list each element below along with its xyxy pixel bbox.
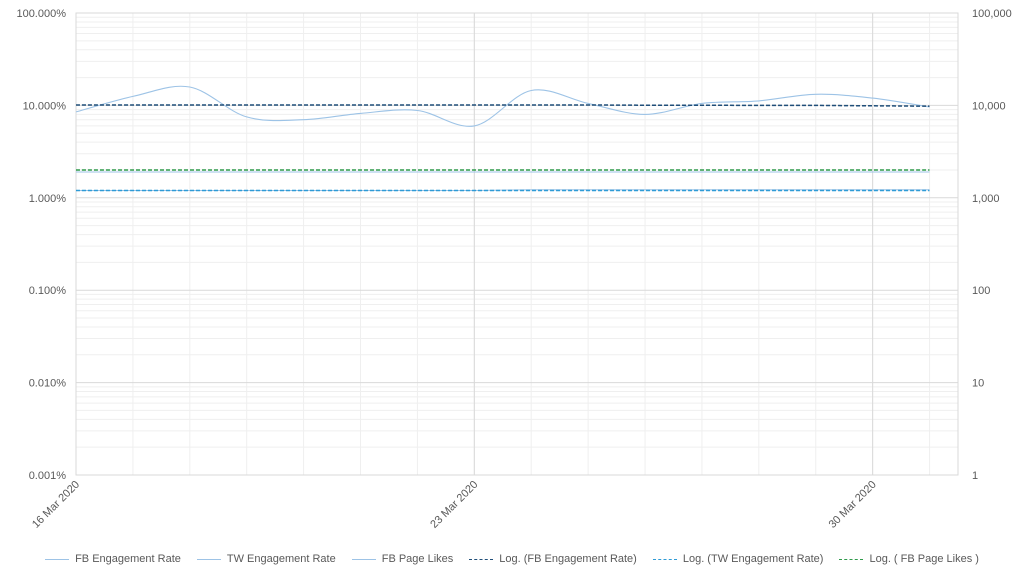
legend-label: TW Engagement Rate (226, 553, 336, 565)
right-tick-label: 1,000 (972, 193, 1000, 205)
left-axis: 100.000% 10.000% 1.000% 0.100% 0.010% 0.001% (16, 8, 66, 482)
x-tick-label: 16 Mar 2020 (30, 479, 82, 531)
left-tick-label: 0.001% (29, 470, 67, 482)
plot-area (75, 12, 959, 476)
x-axis: 16 Mar 2020 23 Mar 2020 30 Mar 2020 (30, 479, 879, 531)
right-tick-label: 10 (972, 378, 984, 390)
legend-item: TW Engagement Rate (196, 553, 336, 565)
x-tick-label: 23 Mar 2020 (428, 479, 480, 531)
legend-label: Log. ( FB Page Likes ) (869, 553, 979, 565)
legend-item: FB Page Likes (351, 553, 454, 565)
legend-label: FB Page Likes (381, 553, 454, 565)
right-tick-label: 100 (972, 285, 990, 297)
right-tick-label: 10,000 (972, 100, 1006, 112)
series-layer (75, 85, 930, 192)
legend-item: Log. (TW Engagement Rate) (652, 553, 824, 565)
right-tick-label: 100,000 (972, 8, 1012, 20)
legend-swatch (839, 558, 864, 560)
legend-label: FB Engagement Rate (75, 553, 181, 565)
left-tick-label: 1.000% (29, 193, 67, 205)
legend-label: Log. (TW Engagement Rate) (682, 553, 824, 565)
legend-swatch (351, 558, 376, 560)
plot-border (75, 12, 959, 476)
major-gridlines (75, 12, 958, 476)
minor-gridlines (75, 13, 958, 475)
left-tick-label: 0.100% (29, 285, 67, 297)
series-line-fb-engagement-rate (75, 85, 930, 127)
left-tick-label: 100.000% (16, 8, 66, 20)
legend-item: Log. (FB Engagement Rate) (469, 553, 637, 565)
legend-label: Log. (FB Engagement Rate) (499, 553, 637, 565)
right-axis: 100,000 10,000 1,000 100 10 1 (972, 8, 1012, 482)
left-tick-label: 10.000% (23, 100, 67, 112)
legend-swatch (469, 558, 494, 560)
left-tick-label: 0.010% (29, 378, 67, 390)
legend: FB Engagement Rate TW Engagement Rate FB P… (0, 550, 1024, 568)
legend-swatch (196, 558, 221, 560)
legend-item: FB Engagement Rate (45, 553, 181, 565)
series-line-log-fb-engagement-rate (75, 104, 930, 107)
legend-swatch (652, 558, 677, 560)
right-tick-label: 1 (972, 470, 978, 482)
legend-item: Log. ( FB Page Likes ) (839, 553, 979, 565)
x-tick-label: 30 Mar 2020 (827, 479, 879, 531)
legend-swatch (45, 558, 70, 560)
